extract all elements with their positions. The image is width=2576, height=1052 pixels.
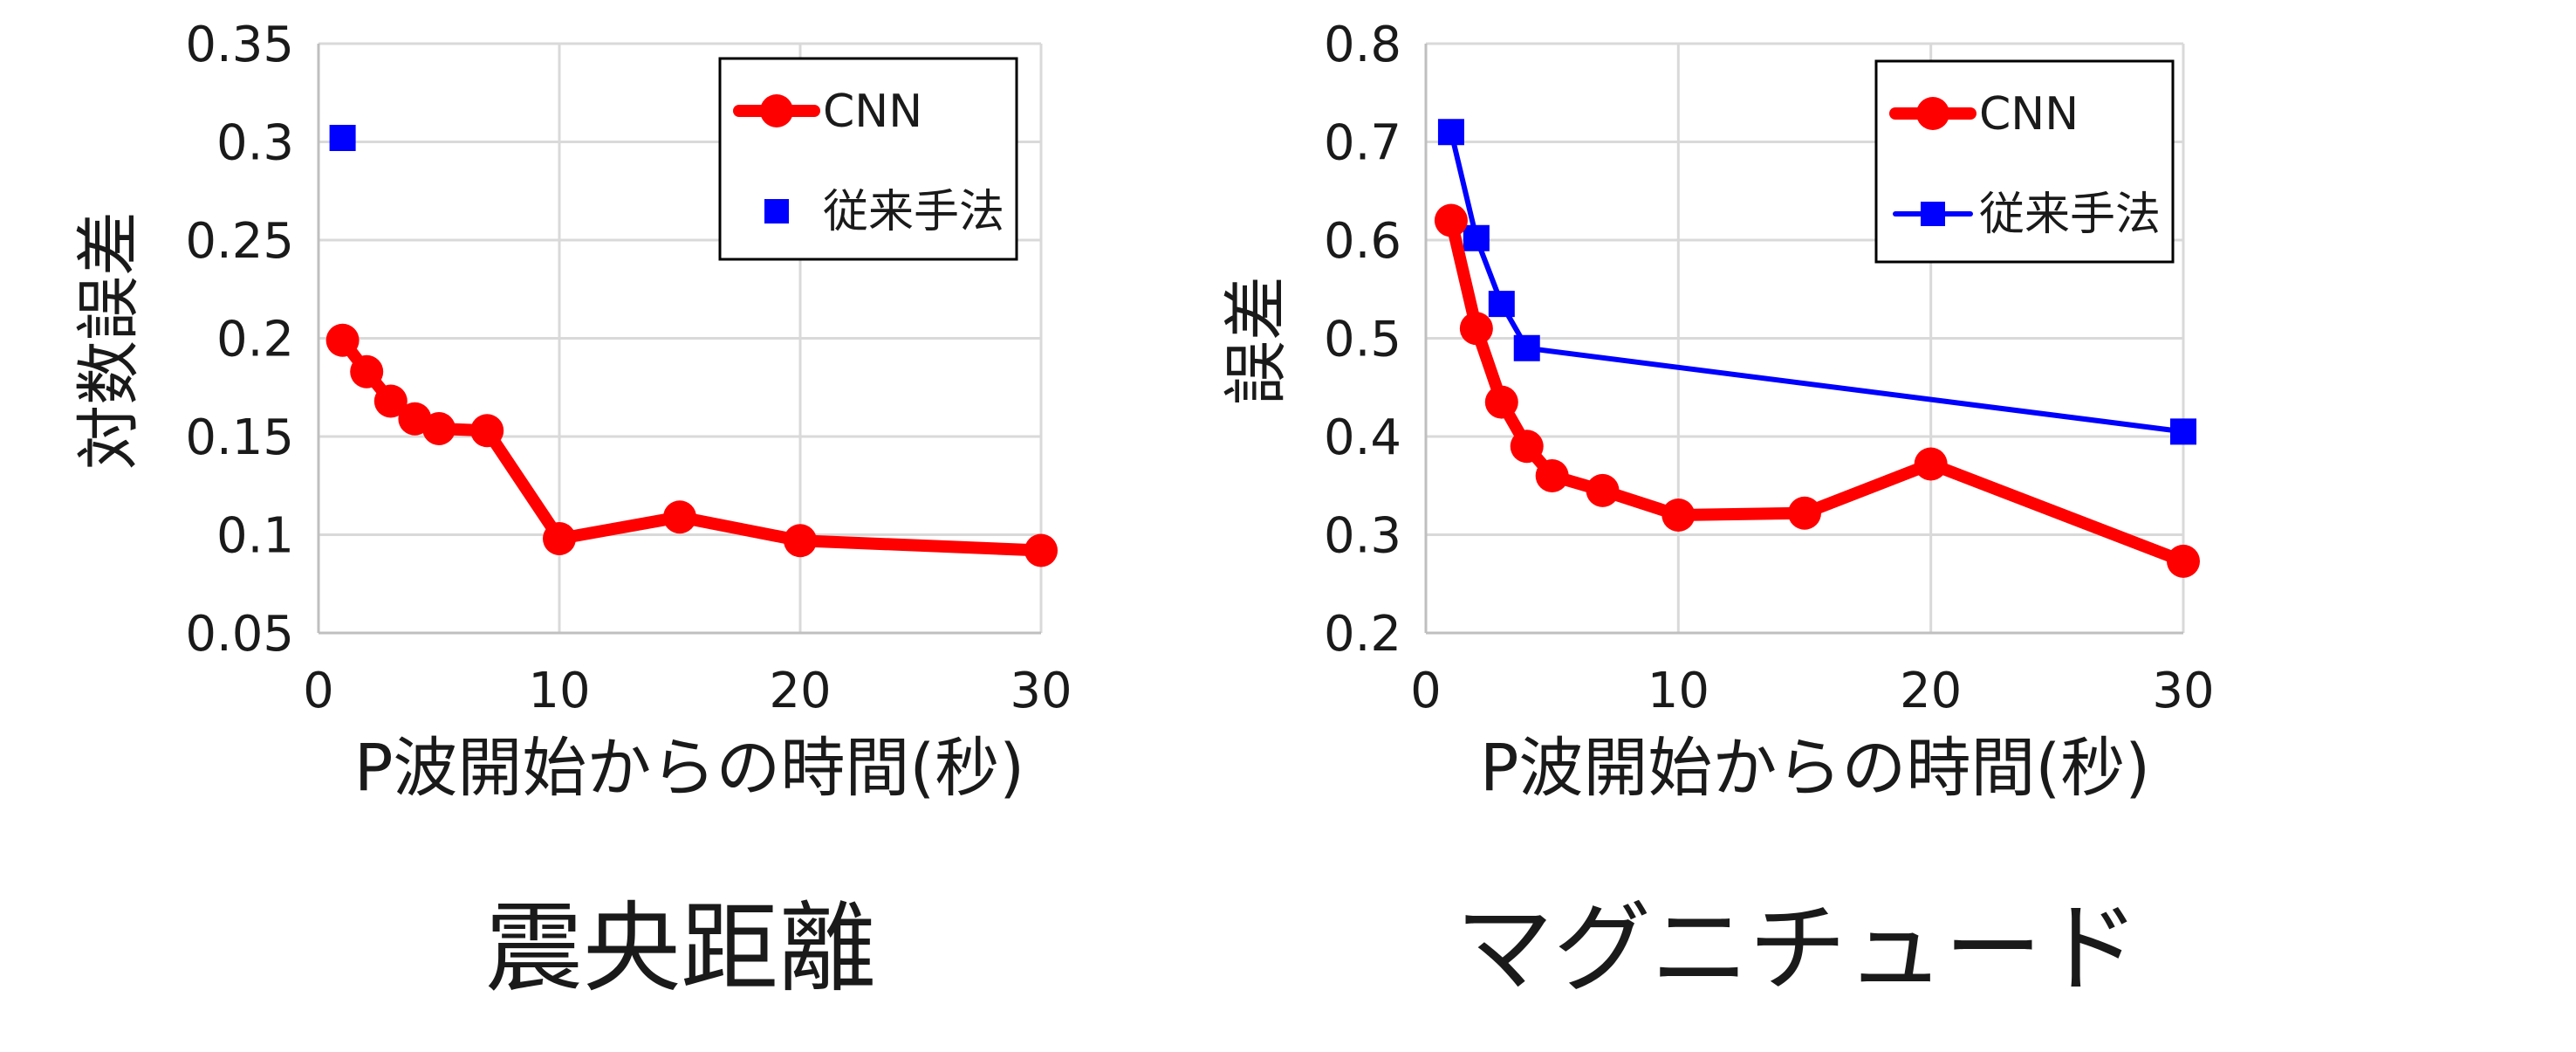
cnn-data-point — [326, 324, 360, 357]
cnn-data-point — [1024, 534, 1058, 567]
x-tick-label: 0 — [1410, 663, 1442, 719]
cnn-data-point — [1485, 386, 1518, 419]
cnn-data-point — [1460, 312, 1493, 345]
conventional-data-point — [1514, 335, 1540, 361]
y-tick-label: 0.5 — [1324, 312, 1401, 368]
conventional-legend-label: 従来手法 — [1979, 189, 2161, 241]
x-tick-label: 0 — [303, 663, 334, 719]
y-tick-label: 0.05 — [185, 606, 294, 663]
conventional-legend-marker — [1921, 202, 1945, 226]
y-tick-label: 0.35 — [185, 17, 294, 73]
cnn-legend-label: CNN — [823, 86, 922, 138]
cnn-data-point — [663, 500, 696, 533]
epicentral-distance-chart: 0.05 0.1 0.15 0.2 0.25 0.3 0.35 0 10 20 30 CNN 従来手法 — [185, 17, 1072, 719]
cnn-legend-marker — [1916, 97, 1949, 130]
magnitude-chart: 0.2 0.3 0.4 0.5 0.6 0.7 0.8 0 10 20 30 CNN 従来手法 — [1324, 17, 2215, 719]
cnn-data-point — [1788, 497, 1821, 530]
cnn-data-point — [470, 414, 504, 447]
y-tick-label: 0.15 — [185, 409, 294, 466]
left-y-axis-label: 対数誤差 — [72, 211, 147, 470]
x-tick-label: 30 — [1010, 663, 1072, 719]
cnn-data-point — [1511, 430, 1544, 463]
right-x-axis-label: P波開始からの時間(秒) — [1480, 731, 2150, 806]
y-tick-label: 0.2 — [216, 312, 294, 368]
cnn-data-point — [1586, 474, 1620, 507]
x-tick-label: 20 — [769, 663, 831, 719]
y-tick-label: 0.8 — [1324, 17, 1401, 73]
cnn-data-point — [350, 355, 383, 388]
conventional-data-point — [2170, 418, 2196, 444]
cnn-legend-marker — [760, 94, 793, 127]
conventional-legend-label: 従来手法 — [823, 186, 1004, 238]
y-tick-label: 0.1 — [216, 508, 294, 565]
conventional-data-point — [1438, 119, 1464, 145]
y-tick-label: 0.4 — [1324, 409, 1401, 466]
conventional-data-point — [330, 125, 356, 151]
cnn-data-point — [784, 524, 817, 557]
y-tick-label: 0.6 — [1324, 213, 1401, 270]
y-tick-label: 0.3 — [216, 115, 294, 172]
y-tick-label: 0.7 — [1324, 115, 1401, 172]
conventional-legend-marker — [764, 199, 789, 223]
cnn-legend-label: CNN — [1979, 88, 2079, 141]
conventional-data-point — [1463, 225, 1490, 251]
y-tick-label: 0.2 — [1324, 606, 1401, 663]
x-tick-label: 20 — [1900, 663, 1962, 719]
cnn-data-point — [1536, 459, 1569, 492]
x-tick-label: 30 — [2152, 663, 2214, 719]
cnn-data-point — [1661, 498, 1695, 532]
conventional-data-point — [1489, 291, 1515, 317]
left-x-axis-label: P波開始からの時間(秒) — [354, 731, 1024, 806]
cnn-data-point — [2167, 545, 2200, 578]
left-chart-caption: 震央距離 — [485, 892, 876, 1006]
x-tick-label: 10 — [1648, 663, 1709, 719]
figure: 0.050.10.150.20.250.30.350 10 20 30CNN従来手法 … — [0, 0, 2576, 1052]
cnn-data-point — [543, 522, 576, 555]
cnn-data-point — [1435, 204, 1468, 237]
y-tick-label: 0.25 — [185, 213, 294, 270]
right-y-axis-label: 誤差 — [1219, 276, 1294, 405]
x-tick-label: 10 — [528, 663, 590, 719]
y-tick-label: 0.3 — [1324, 508, 1401, 565]
cnn-data-point — [422, 412, 456, 445]
right-chart-caption: マグニチュード — [1456, 892, 2140, 1006]
cnn-data-point — [1915, 448, 1948, 481]
